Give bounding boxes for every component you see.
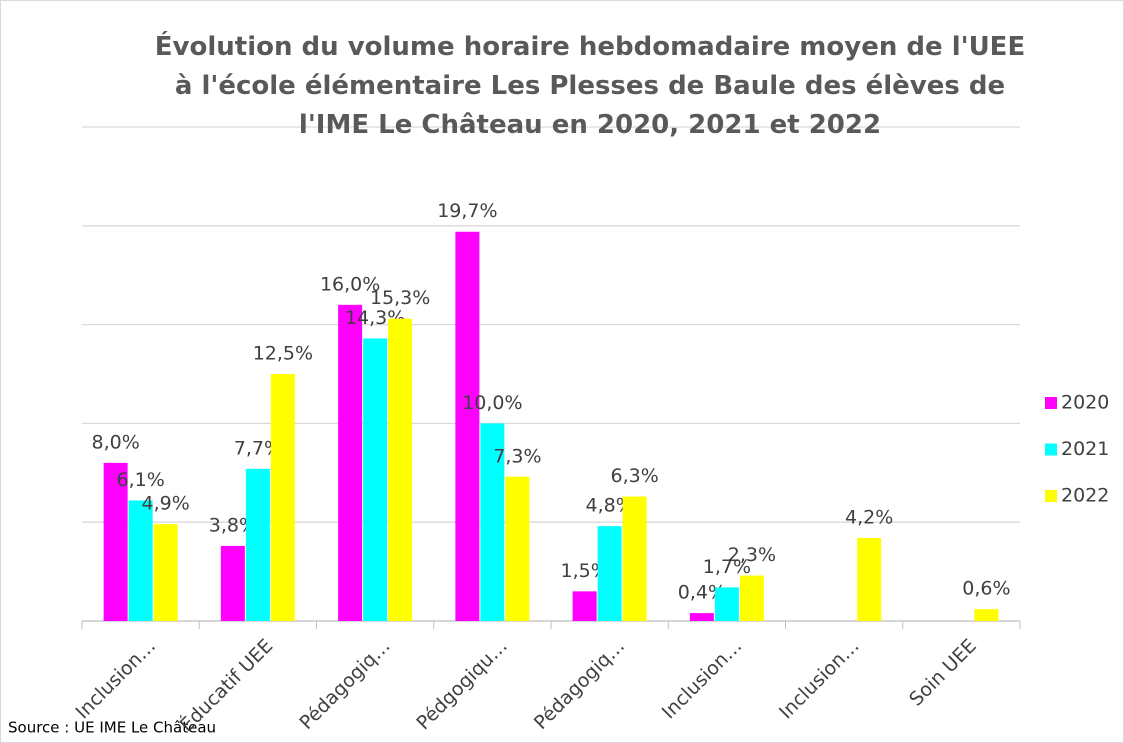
bar [857, 538, 882, 621]
bar [128, 500, 153, 621]
x-tick-label: Soin UEE [905, 635, 981, 711]
data-label: 7,3% [493, 445, 541, 467]
bar [388, 318, 413, 621]
data-label: 6,3% [610, 465, 658, 487]
bar [363, 338, 388, 621]
bar [455, 231, 480, 621]
legend-label: 2020 [1061, 392, 1109, 414]
x-tick-label: Pédgogiqu… [412, 635, 511, 734]
x-tick-label: Inclusion… [658, 635, 747, 724]
data-label: 1,7% [703, 556, 751, 578]
data-label: 3,8% [209, 514, 257, 536]
data-label: 4,9% [141, 493, 189, 515]
bar [338, 304, 363, 621]
data-label: 1,5% [560, 560, 608, 582]
x-tick-label: Pédagogiq… [295, 635, 394, 734]
bar [480, 423, 505, 621]
bar [220, 545, 245, 621]
bar [245, 468, 270, 621]
x-tick-label: Pédagogiq… [530, 635, 629, 734]
data-label: 6,1% [116, 469, 164, 491]
x-tick-label: Inclusion… [775, 635, 864, 724]
bar [714, 587, 739, 621]
data-label: 16,0% [320, 273, 380, 295]
bar [597, 526, 622, 621]
bar [622, 496, 647, 621]
bar [689, 613, 714, 621]
legend-swatch [1045, 443, 1057, 456]
bar [572, 591, 597, 621]
data-label: 12,5% [253, 343, 313, 365]
data-label: 2,3% [728, 544, 776, 566]
legend-swatch [1045, 397, 1057, 409]
legend-swatch [1045, 490, 1057, 502]
data-label: 10,0% [462, 392, 522, 414]
legend-label: 2022 [1061, 485, 1109, 507]
data-label: 0,6% [962, 578, 1010, 600]
data-label: 0,4% [678, 582, 726, 604]
x-tick-label: Inclusion… [71, 635, 160, 724]
legend-label: 2021 [1061, 438, 1109, 460]
chart-title: Évolution du volume horaire hebdomadaire… [154, 32, 1026, 140]
source: Source : UE IME Le Château [8, 719, 216, 737]
bar [153, 524, 178, 621]
data-label: 15,3% [370, 287, 430, 309]
bar [974, 609, 999, 621]
bar [103, 462, 128, 621]
bar [505, 476, 530, 621]
data-label: 7,7% [234, 437, 282, 459]
data-label: 4,2% [845, 507, 893, 529]
data-label: 4,8% [585, 495, 633, 517]
bar [270, 374, 295, 621]
bar [739, 575, 764, 621]
data-label: 8,0% [91, 431, 139, 453]
data-label: 19,7% [437, 200, 497, 222]
x-tick-label: Éducatif UEE [175, 634, 277, 736]
